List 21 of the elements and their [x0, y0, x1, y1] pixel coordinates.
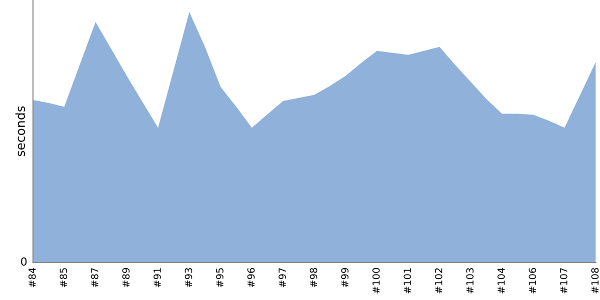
x-tick-label: #102 [434, 268, 442, 294]
x-tick-label: #108 [591, 268, 599, 294]
x-tick-label: #93 [184, 268, 192, 288]
x-tick-label: #98 [310, 268, 318, 288]
x-tick-label: #91 [154, 268, 161, 288]
x-tick-label: #87 [91, 268, 98, 288]
x-tick-label: #84 [28, 268, 36, 288]
x-tick-label: #85 [60, 268, 68, 288]
x-tick-label: #89 [122, 268, 130, 288]
x-tick-label: #100 [372, 268, 380, 294]
x-tick-label: #95 [216, 268, 224, 288]
x-tick-label: #106 [528, 268, 536, 294]
text: 0 [21, 257, 27, 266]
x-tick-label: #97 [278, 268, 286, 288]
x-tick-label: #104 [497, 268, 505, 294]
x-tick-label: #103 [466, 268, 474, 294]
x-tick-label: #96 [247, 268, 255, 288]
x-tick-label: #101 [404, 268, 412, 294]
x-tick-label: #99 [341, 268, 348, 288]
x-tick-label: #107 [560, 268, 568, 294]
y-axis-title: seconds [15, 106, 26, 156]
